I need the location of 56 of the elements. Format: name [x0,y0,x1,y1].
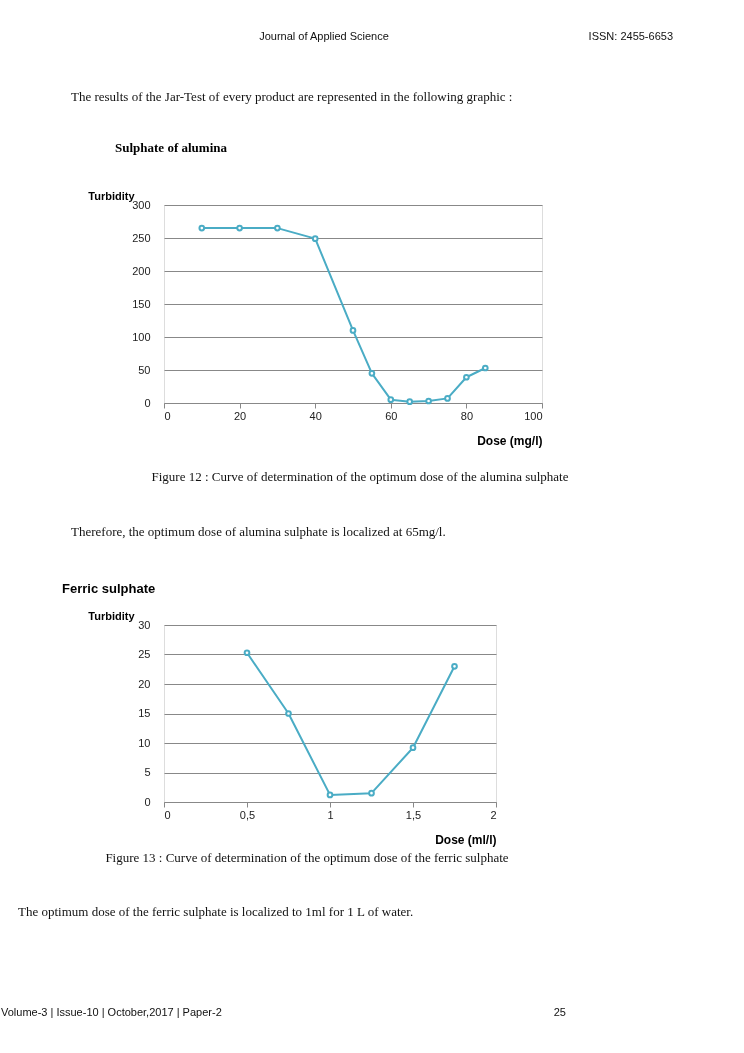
point [444,395,451,402]
chart-title: Sulphate of alumina [115,140,228,155]
text: The results of the Jar-Test of every product are represented in the following graphic : [71,89,513,104]
y-tick-label: 200 [132,264,151,277]
point [425,397,432,405]
x-tick-label: 1,5 [405,808,422,821]
y-tick-label: 150 [132,297,151,310]
x-tick-label: 60 [385,409,398,422]
y-tick-label: 5 [144,766,151,778]
y-tick-label: 20 [138,677,151,690]
x-tick-label: 2 [490,808,497,821]
text: Therefore, the optimum dose of alumina sulphate is localized at 65mg/l. [71,524,446,539]
point [368,369,376,377]
point [326,791,334,799]
text: 25 [553,1006,566,1018]
y-tick-label: 250 [132,231,151,244]
y-tick-label: 15 [138,707,151,719]
text: The optimum dose of the ferric sulphate is localized to 1ml for 1 L of water. [18,904,414,919]
x-axis-title: Dose (mg/l) [477,433,543,448]
point [406,398,414,406]
y-tick-label: 50 [138,363,151,376]
y-tick-label: 30 [138,618,151,631]
caption: Figure 13 : Curve of determination of the optimum dose of the ferric sulphate [105,850,509,865]
chart-title: Ferric sulphate [62,581,156,596]
y-tick-label: 0 [144,795,151,808]
point [349,327,357,334]
x-tick-label: 40 [309,409,322,422]
point [243,649,251,657]
x-tick-label: 0 [164,409,171,422]
point [285,710,292,717]
point [368,789,375,797]
y-tick-label: 100 [132,330,151,343]
y-axis-title: Turbidity [88,609,136,622]
point [274,224,281,232]
y-tick-label: 10 [138,736,151,749]
text: Journal of Applied Science [259,30,389,42]
point [198,224,206,232]
point [481,364,489,372]
point [236,224,243,232]
text: Volume-3 | Issue-10 | October,2017 | Paper-2 [1,1006,222,1018]
x-tick-label: 100 [524,409,543,422]
x-tick-label: 20 [233,409,247,422]
point [463,373,470,381]
y-tick-label: 0 [144,396,151,409]
x-tick-label: 0 [164,808,171,821]
point [409,744,417,752]
x-tick-label: 80 [460,409,474,422]
caption: Figure 12 : Curve of determination of the optimum dose of the alumina sulphate [151,469,569,484]
point [451,662,458,670]
x-tick-label: 1 [327,808,334,821]
x-axis-title: Dose (ml/l) [435,832,497,847]
y-tick-label: 25 [138,648,151,660]
point [311,235,319,242]
text: ISSN: 2455-6653 [588,30,673,42]
x-tick-label: 0,5 [239,808,256,821]
point [387,396,395,404]
